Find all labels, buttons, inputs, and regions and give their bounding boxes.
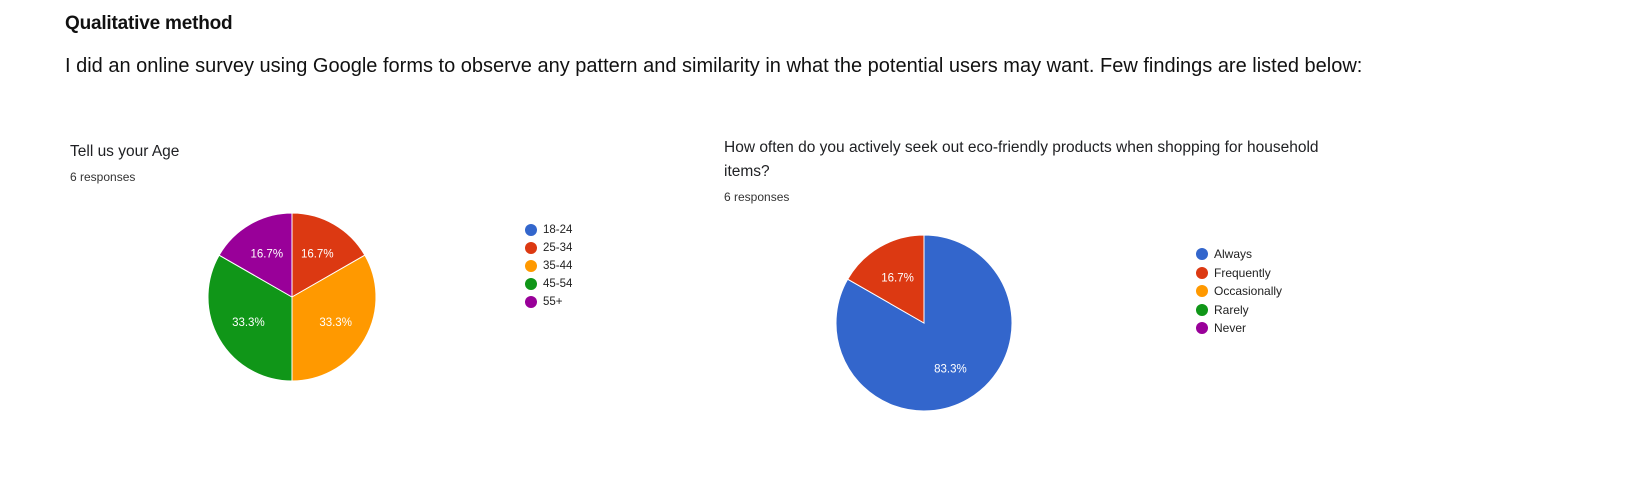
legend-item: 35-44 — [525, 257, 572, 275]
intro-text: I did an online survey using Google form… — [65, 55, 1363, 77]
legend-item: 25-34 — [525, 239, 572, 257]
legend-item: Frequently — [1196, 264, 1282, 283]
legend-label: 25-34 — [543, 242, 573, 254]
age-legend: 18-24 25-34 35-44 45-54 55+ — [525, 221, 572, 311]
slice-label: 33.3% — [232, 317, 265, 329]
legend-item: 18-24 — [525, 221, 572, 239]
legend-swatch — [525, 242, 537, 254]
slice-label: 16.7% — [301, 248, 334, 260]
pie-slice-always — [835, 234, 1013, 412]
chart-title: Tell us your Age — [70, 143, 180, 160]
pie-slice-25-34 — [291, 212, 366, 298]
legend-label: Rarely — [1214, 302, 1249, 317]
section-heading: Qualitative method — [65, 13, 233, 34]
slice-label: 83.3% — [934, 364, 967, 376]
legend-label: 35-44 — [543, 260, 573, 272]
responses-count: 6 responses — [70, 170, 136, 184]
legend-item: 55+ — [525, 293, 572, 311]
legend-label: Occasionally — [1214, 284, 1283, 299]
slice-label: 16.7% — [250, 248, 283, 260]
legend-item: Occasionally — [1196, 282, 1282, 301]
legend-label: 18-24 — [543, 224, 573, 236]
legend-label: 45-54 — [543, 278, 573, 290]
pie-slice-55- — [218, 212, 293, 298]
pie-slice-35-44 — [291, 254, 377, 382]
slice-label: 16.7% — [881, 272, 914, 284]
chart-title: How often do you actively seek out eco-f… — [724, 139, 1319, 180]
eco-frequency-legend: Always Frequently Occasionally Rarely Never — [1196, 245, 1282, 338]
eco-frequency-pie-chart: 83.3% 16.7% — [835, 234, 1013, 412]
legend-swatch — [1196, 266, 1208, 279]
legend-swatch — [525, 260, 537, 272]
legend-item: 45-54 — [525, 275, 572, 293]
legend-label: Always — [1214, 247, 1253, 262]
responses-count: 6 responses — [724, 190, 790, 204]
age-chart-card: Tell us your Age 6 responses 16.7% 33.3% 3… — [70, 140, 670, 460]
pie-slice-frequently — [847, 234, 925, 324]
legend-label: Frequently — [1214, 265, 1271, 280]
legend-swatch — [525, 278, 537, 290]
eco-chart-card: How often do you actively seek out eco-f… — [724, 136, 1364, 466]
legend-swatch — [525, 224, 537, 236]
pie-slice-45-54 — [207, 254, 293, 382]
legend-swatch — [1196, 248, 1208, 261]
age-pie-chart: 16.7% 33.3% 33.3% 16.7% — [207, 212, 377, 382]
legend-swatch — [525, 296, 537, 308]
legend-item: Never — [1196, 319, 1282, 338]
slice-label: 33.3% — [319, 317, 352, 329]
legend-swatch — [1196, 322, 1208, 335]
legend-swatch — [1196, 303, 1208, 316]
legend-swatch — [1196, 285, 1208, 298]
legend-label: Never — [1214, 321, 1247, 336]
legend-label: 55+ — [543, 296, 563, 308]
legend-item: Always — [1196, 245, 1282, 264]
legend-item: Rarely — [1196, 301, 1282, 320]
